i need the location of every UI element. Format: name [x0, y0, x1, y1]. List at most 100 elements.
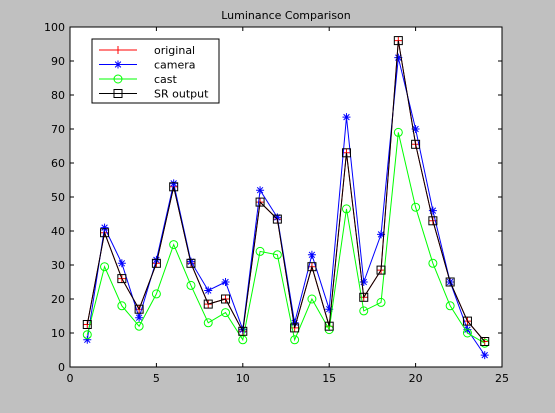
circle-marker	[221, 308, 231, 318]
y-tick-label: 100	[44, 21, 65, 34]
square-marker	[151, 258, 161, 268]
circle-marker	[428, 258, 438, 268]
square-marker	[359, 292, 369, 302]
square-marker	[221, 294, 231, 304]
circle-marker	[169, 240, 179, 250]
square-marker	[324, 321, 334, 331]
x-tick-label: 15	[322, 372, 336, 385]
chart-title: Luminance Comparison	[221, 9, 351, 22]
legend-item: original	[99, 44, 195, 57]
star-marker	[83, 335, 92, 344]
star-marker	[359, 278, 368, 286]
square-marker	[238, 326, 248, 336]
square-marker	[445, 277, 455, 287]
circle-marker	[445, 301, 455, 311]
legend-star-marker	[114, 60, 122, 69]
x-tick-label: 10	[236, 372, 250, 385]
legend-label: original	[154, 44, 195, 57]
y-tick-label: 70	[51, 123, 65, 136]
square-marker	[376, 265, 386, 275]
x-tick-label: 0	[67, 372, 74, 385]
y-tick-label: 40	[51, 225, 65, 238]
x-axis: 0 5 10 15 20 25	[67, 27, 509, 385]
y-tick-label: 20	[51, 293, 65, 306]
star-marker	[377, 230, 386, 239]
star-marker	[325, 305, 334, 314]
star-marker	[463, 325, 472, 334]
legend-label: camera	[154, 59, 196, 72]
star-marker	[204, 286, 213, 295]
circle-marker	[341, 204, 351, 214]
square-marker	[393, 36, 403, 46]
circle-marker	[117, 301, 127, 311]
star-marker	[290, 318, 299, 327]
star-marker	[307, 250, 316, 259]
legend-label: cast	[154, 73, 178, 86]
star-marker	[273, 213, 282, 222]
y-axis: 0 10 20 30 40 50 60 70 80 90 100	[44, 21, 502, 374]
square-marker	[290, 323, 300, 333]
x-tick-label: 25	[495, 372, 509, 385]
series-line	[86, 132, 485, 344]
star-marker	[169, 179, 178, 188]
circle-marker	[290, 335, 300, 345]
square-marker	[480, 337, 490, 346]
star-marker	[480, 351, 489, 360]
square-marker	[307, 262, 317, 272]
square-marker	[428, 216, 438, 226]
square-marker	[134, 304, 144, 314]
square-marker	[411, 139, 421, 149]
circle-marker	[151, 289, 161, 299]
y-tick-label: 50	[51, 191, 65, 204]
circle-marker	[186, 280, 196, 290]
y-tick-label: 10	[51, 327, 65, 340]
square-marker	[186, 258, 196, 268]
legend-circle-marker	[113, 74, 123, 84]
legend-item: cast	[99, 73, 178, 86]
circle-marker	[411, 202, 421, 212]
series-sr-output	[82, 36, 490, 346]
y-tick-label: 90	[51, 55, 65, 68]
square-marker	[169, 182, 179, 192]
star-marker	[117, 259, 126, 268]
star-marker	[428, 206, 437, 215]
circle-marker	[134, 321, 144, 331]
legend-item: camera	[99, 59, 196, 72]
legend-item: SR output	[99, 88, 209, 101]
square-marker	[272, 214, 282, 224]
square-marker	[255, 197, 265, 207]
circle-marker	[100, 262, 110, 272]
square-marker	[82, 320, 92, 329]
star-marker	[221, 278, 230, 286]
star-marker	[394, 53, 403, 62]
square-marker	[462, 316, 472, 326]
legend-label: SR output	[154, 88, 209, 101]
circle-marker	[272, 250, 282, 260]
square-marker	[117, 274, 127, 284]
star-marker	[100, 223, 109, 232]
legend-plus-marker	[114, 46, 122, 54]
star-marker	[256, 186, 265, 195]
y-tick-label: 60	[51, 157, 65, 170]
circle-marker	[376, 297, 386, 307]
circle-marker	[359, 306, 369, 316]
circle-marker	[462, 328, 472, 338]
circle-marker	[203, 318, 213, 328]
square-marker	[203, 299, 213, 309]
y-tick-label: 0	[58, 361, 65, 374]
x-tick-label: 5	[153, 372, 160, 385]
legend-square-marker	[113, 89, 123, 98]
circle-marker	[82, 330, 92, 340]
star-marker	[411, 125, 420, 133]
circle-marker	[393, 127, 403, 137]
series-layer	[82, 36, 490, 360]
y-tick-label: 80	[51, 89, 65, 102]
star-marker	[152, 255, 161, 264]
circle-marker	[255, 246, 265, 256]
star-marker	[342, 113, 351, 122]
square-marker	[100, 228, 110, 238]
x-tick-label: 20	[409, 372, 423, 385]
series-line	[86, 40, 486, 342]
